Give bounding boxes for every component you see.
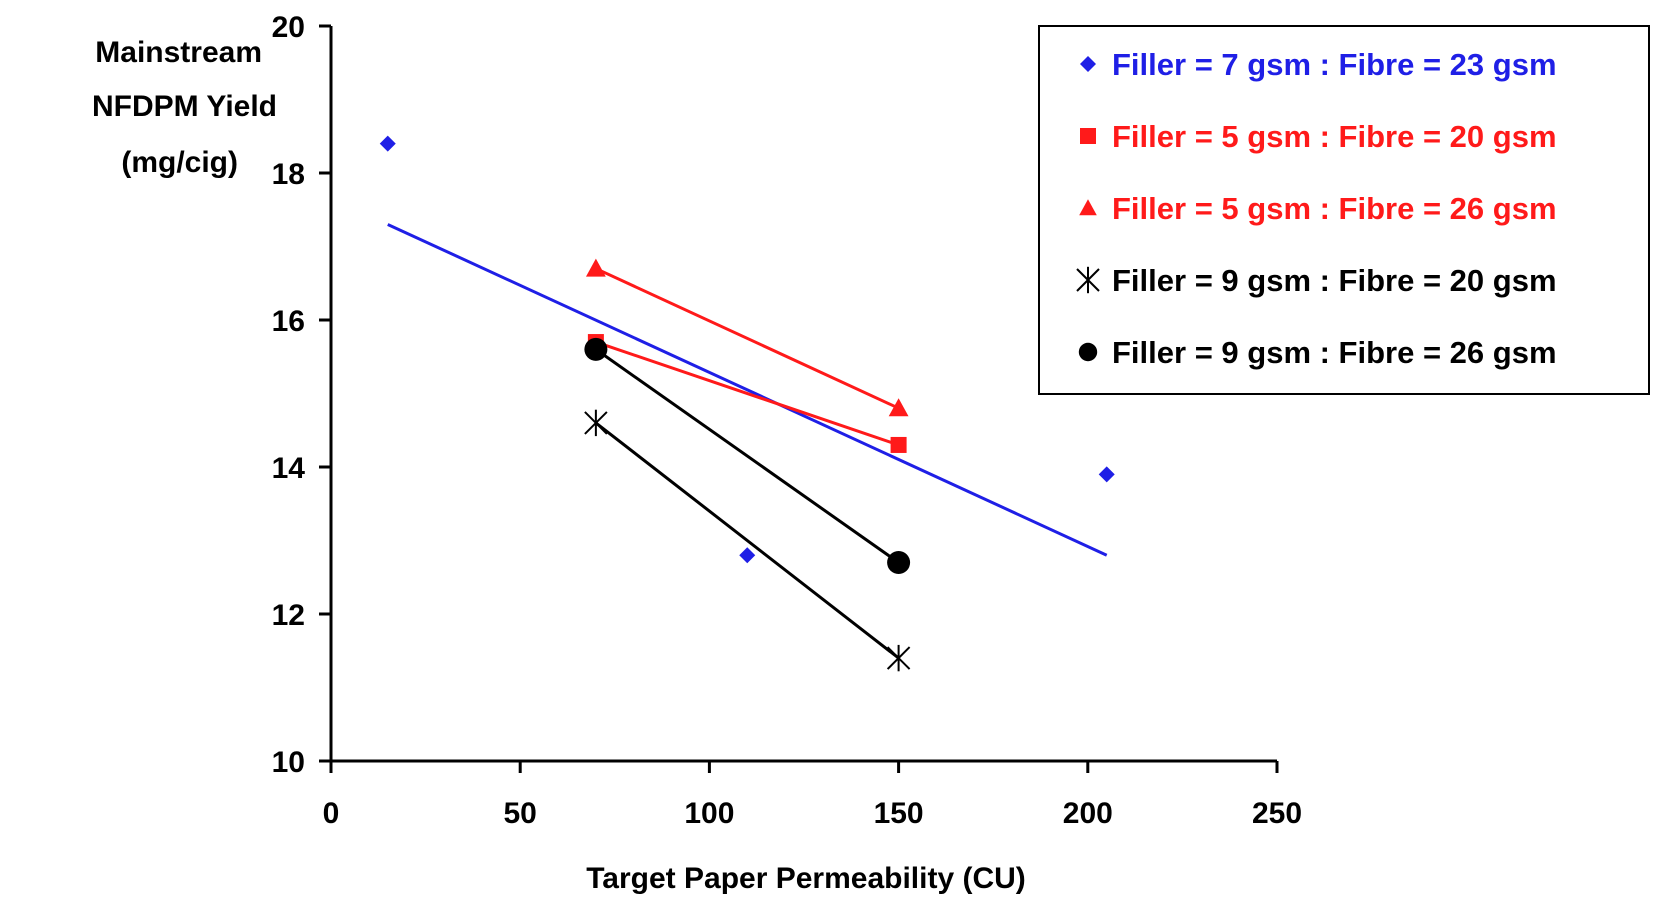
- x-tick-label: 250: [1252, 797, 1302, 830]
- legend-item-3: Filler = 5 gsm : Fibre = 26 gsm: [1079, 191, 1557, 226]
- trendline-5: [595, 348, 900, 564]
- x-tick-label: 150: [874, 797, 924, 830]
- x-tick-label: 100: [684, 797, 734, 830]
- x-axis-title: Target Paper Permeability (CU): [586, 862, 1026, 895]
- legend: Filler = 7 gsm : Fibre = 23 gsm Filler = …: [1038, 25, 1650, 395]
- x-tick-label: 200: [1063, 797, 1113, 830]
- legend-label: Filler = 9 gsm : Fibre = 20 gsm: [1112, 263, 1557, 298]
- square-marker: [890, 436, 907, 453]
- legend-label: Filler = 7 gsm : Fibre = 23 gsm: [1112, 47, 1557, 82]
- legend-item-2: Filler = 5 gsm : Fibre = 20 gsm: [1080, 119, 1557, 154]
- y-axis-title-line-1: Mainstream: [95, 36, 262, 69]
- y-axis-title-line-2: NFDPM Yield: [92, 90, 277, 123]
- diamond-marker: [1080, 56, 1096, 72]
- y-tick-label: 20: [272, 11, 305, 44]
- legend-label: Filler = 9 gsm : Fibre = 26 gsm: [1112, 335, 1557, 370]
- triangle-marker: [888, 398, 909, 417]
- triangle-marker: [1079, 199, 1097, 216]
- circle-marker: [584, 337, 608, 361]
- y-tick-label: 12: [272, 599, 305, 632]
- trendline-2: [595, 340, 900, 447]
- x-tick-label: 50: [504, 797, 537, 830]
- x-tick-label: 0: [323, 797, 340, 830]
- legend-box: [1038, 25, 1650, 395]
- trendline-3: [595, 267, 900, 410]
- y-tick-label: 16: [272, 305, 305, 338]
- series-4-markers: [584, 409, 911, 672]
- legend-label: Filler = 5 gsm : Fibre = 20 gsm: [1112, 119, 1557, 154]
- series-1-markers: [379, 135, 1115, 564]
- legend-item-5: Filler = 9 gsm : Fibre = 26 gsm: [1078, 335, 1557, 370]
- asterisk-marker: [1076, 266, 1100, 294]
- y-tick-label: 18: [272, 158, 305, 191]
- legend-label: Filler = 5 gsm : Fibre = 26 gsm: [1112, 191, 1557, 226]
- y-tick-label: 14: [272, 452, 306, 485]
- y-axis-title-line-3: (mg/cig): [121, 146, 238, 179]
- trendline-4: [594, 421, 900, 660]
- series-5-markers: [584, 337, 911, 575]
- asterisk-marker: [584, 409, 608, 437]
- trendlines: [387, 223, 1108, 660]
- circle-marker: [887, 551, 911, 575]
- diamond-marker: [739, 547, 756, 564]
- trendline-1: [387, 223, 1108, 557]
- data-markers: [379, 135, 1115, 672]
- diamond-marker: [379, 135, 396, 152]
- circle-marker: [1078, 342, 1098, 362]
- legend-item-1: Filler = 7 gsm : Fibre = 23 gsm: [1080, 47, 1557, 82]
- triangle-marker: [585, 258, 606, 277]
- y-tick-label: 10: [272, 746, 305, 779]
- diamond-marker: [1098, 466, 1115, 483]
- asterisk-marker: [886, 644, 911, 672]
- legend-item-4: Filler = 9 gsm : Fibre = 20 gsm: [1076, 263, 1557, 298]
- series-3-markers: [585, 258, 909, 417]
- square-marker: [1080, 128, 1096, 144]
